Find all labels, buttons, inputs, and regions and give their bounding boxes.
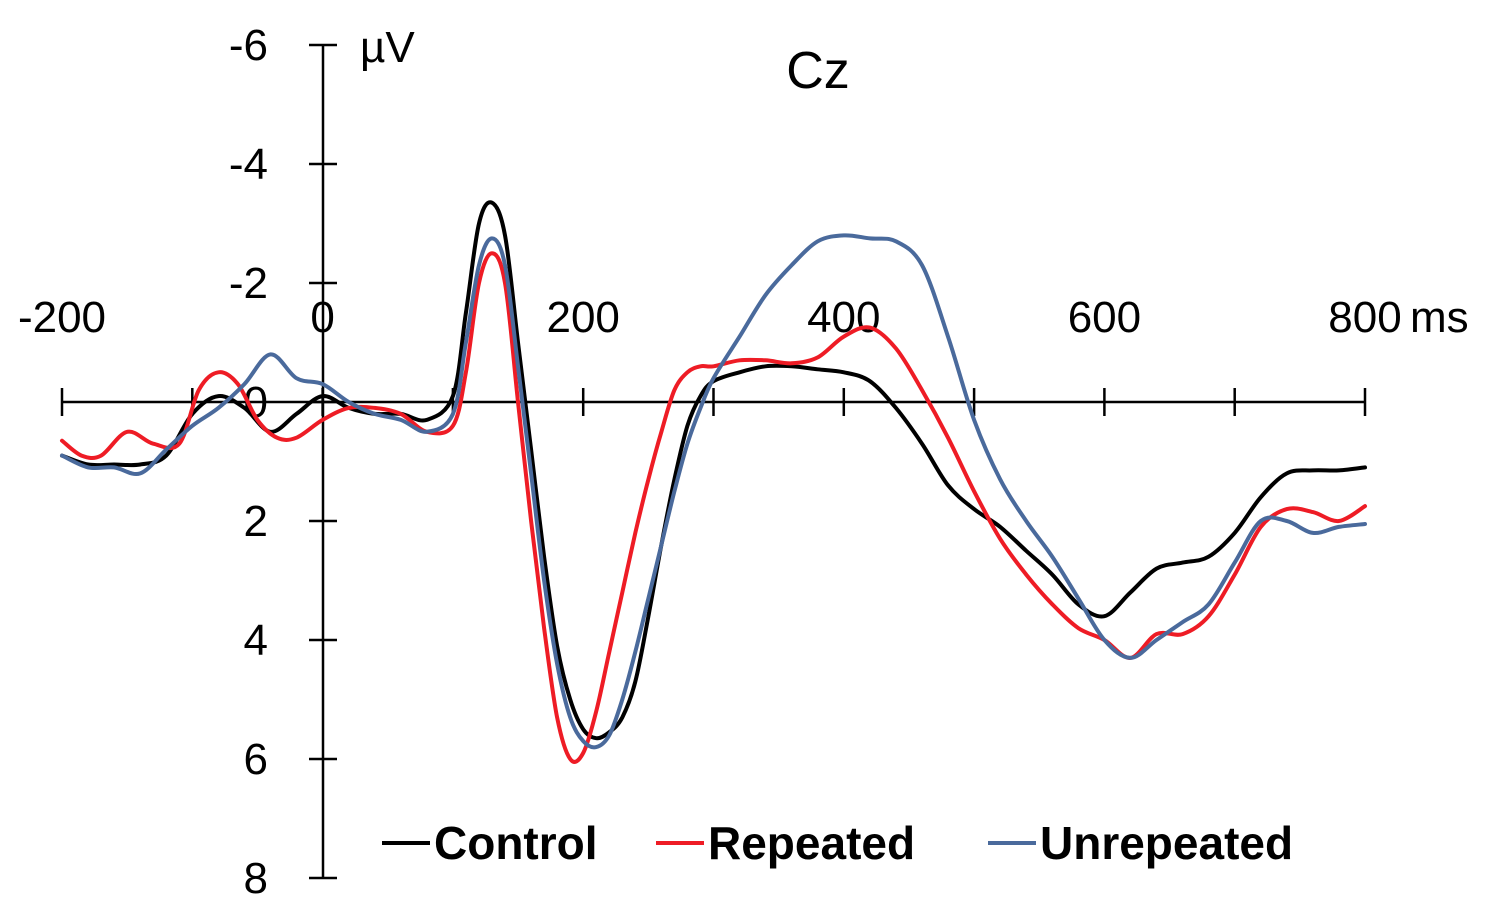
x-tick-label: 800: [1328, 293, 1401, 342]
y-tick-label: 2: [244, 497, 268, 546]
x-tick-label: 200: [546, 293, 619, 342]
y-tick-label: 4: [244, 616, 268, 665]
chart-title: Cz: [786, 42, 850, 100]
y-tick-label: 8: [244, 854, 268, 903]
x-tick-label: -200: [18, 293, 106, 342]
x-tick-label: 400: [807, 293, 880, 342]
series-line-control: [60, 200, 1367, 741]
y-tick-label: -4: [229, 140, 268, 189]
x-tick-label: 600: [1068, 293, 1141, 342]
y-tick-label: 6: [244, 735, 268, 784]
series-line-unrepeated: [60, 233, 1367, 750]
legend-label-unrepeated: Unrepeated: [1040, 817, 1293, 869]
legend-label-repeated: Repeated: [708, 817, 915, 869]
y-axis-unit-label: µV: [360, 23, 415, 72]
series-line-repeated: [60, 251, 1367, 764]
y-tick-label: -2: [229, 259, 268, 308]
legend: Control Repeated Unrepeated: [382, 817, 1293, 869]
x-axis-unit-label: ms: [1410, 293, 1469, 342]
x-tick-label: 0: [310, 293, 334, 342]
y-tick-label: -6: [229, 21, 268, 70]
legend-label-control: Control: [434, 817, 598, 869]
